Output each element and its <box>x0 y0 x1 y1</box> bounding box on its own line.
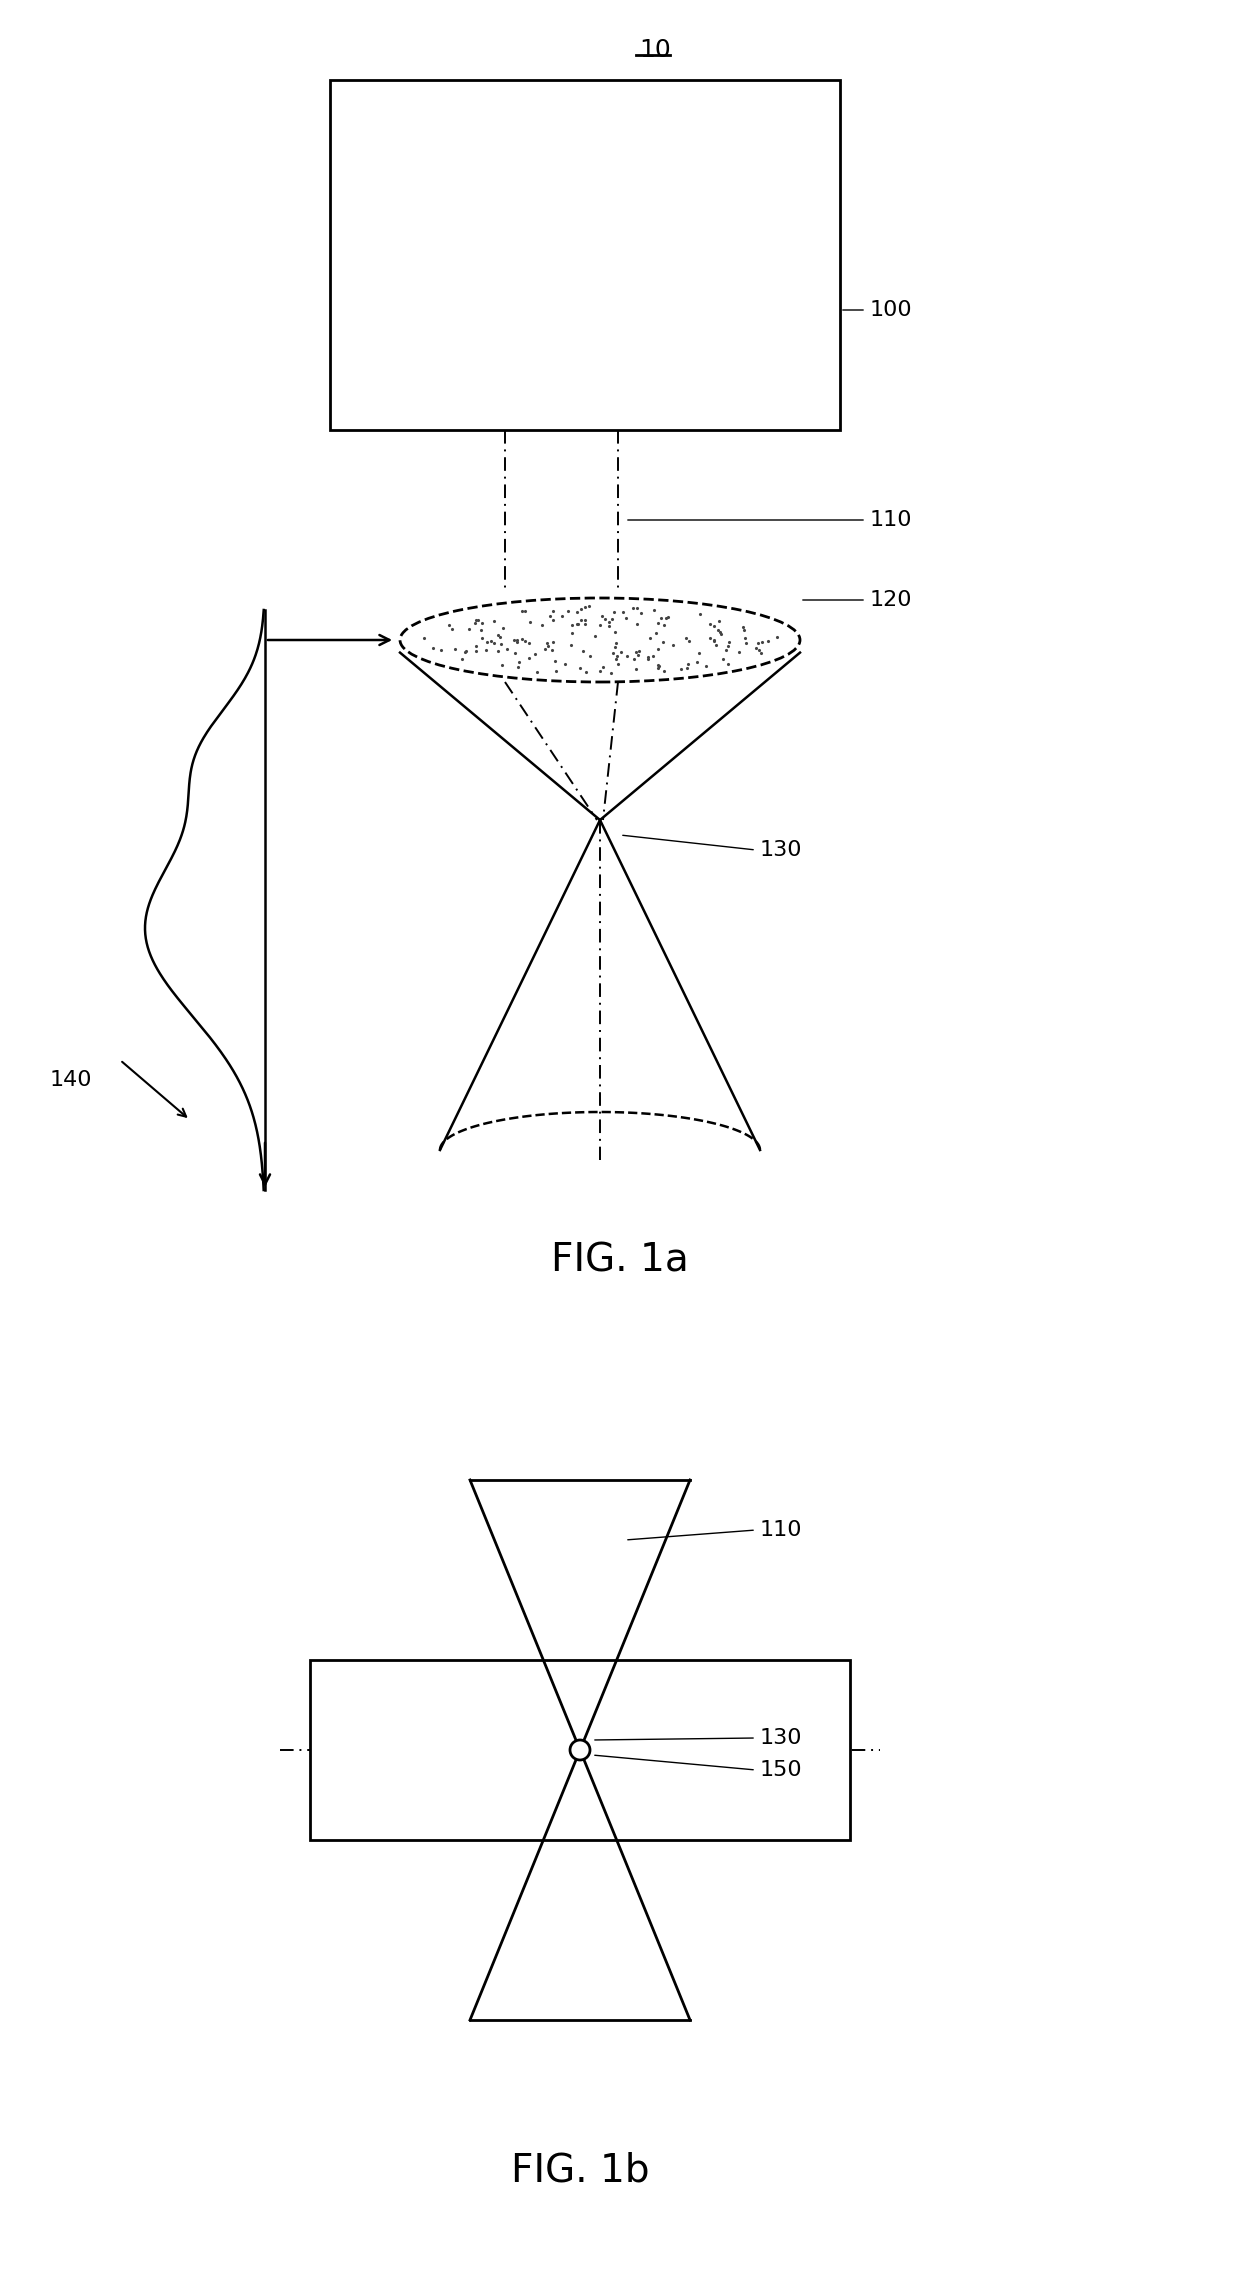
Bar <box>330 80 839 429</box>
Ellipse shape <box>401 598 800 683</box>
Text: 110: 110 <box>760 1520 802 1541</box>
Text: FIG. 1b: FIG. 1b <box>511 2151 650 2189</box>
Circle shape <box>570 1740 590 1760</box>
Text: 140: 140 <box>50 1071 93 1089</box>
Text: FIG. 1a: FIG. 1a <box>551 1242 689 1278</box>
Text: 150: 150 <box>760 1760 802 1781</box>
Text: 120: 120 <box>870 589 913 610</box>
Bar <box>310 1660 849 1840</box>
Text: 100: 100 <box>870 299 913 320</box>
Text: 130: 130 <box>760 1728 802 1749</box>
Text: 110: 110 <box>870 509 913 530</box>
Text: 10: 10 <box>639 39 671 62</box>
Text: 130: 130 <box>760 840 802 861</box>
